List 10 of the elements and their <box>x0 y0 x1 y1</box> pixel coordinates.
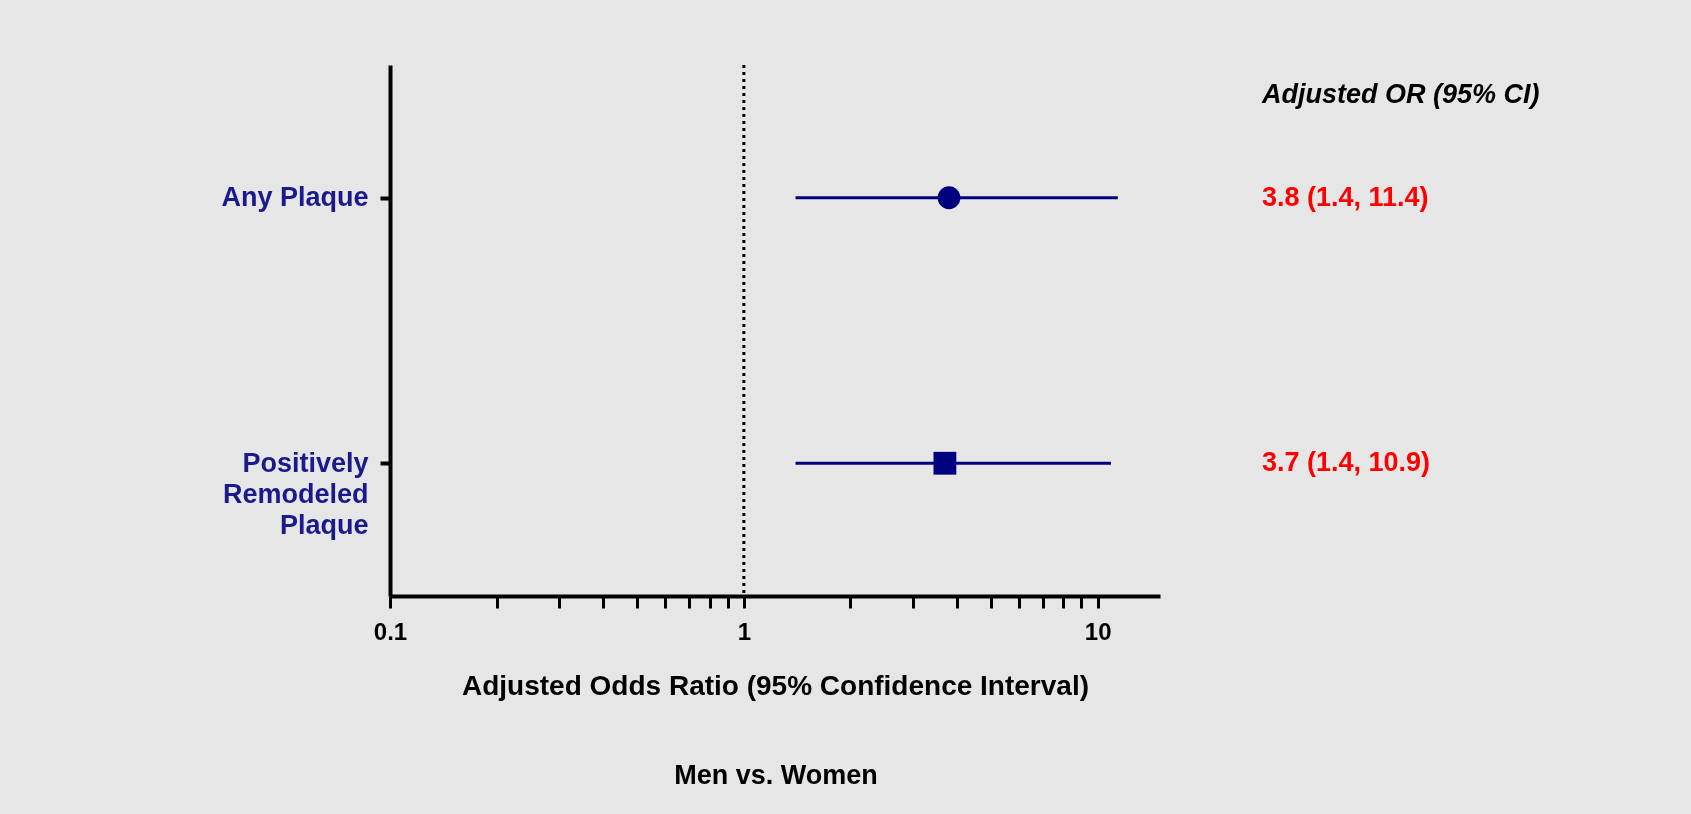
x-axis-title: Adjusted Odds Ratio (95% Confidence Interval) <box>462 669 1089 701</box>
text: Men vs. Women <box>674 760 878 790</box>
x-tick-label: 1 <box>737 617 752 645</box>
text: 3.8 (1.4, 11.4) <box>1262 181 1429 212</box>
x-tick-label: 0.1 <box>373 617 408 645</box>
y-tick-label: Any Plaque <box>221 182 369 213</box>
text: 3.7 (1.4, 10.9) <box>1262 447 1431 478</box>
text: Adjusted OR (95% CI) <box>1261 79 1540 109</box>
x-tick-label: 10 <box>1084 617 1112 645</box>
y-tick-label: Positively Remodeled Plaque <box>222 447 369 540</box>
